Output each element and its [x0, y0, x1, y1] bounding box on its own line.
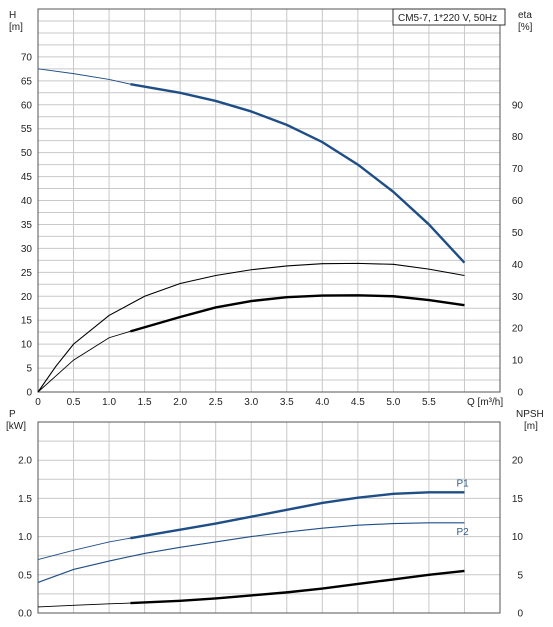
top-right-tick-label: 60 [512, 196, 524, 207]
top-left-tick-label: 0 [26, 388, 32, 399]
top-left-tick-label: 10 [21, 340, 33, 351]
top-x-tick-label: 1.5 [138, 397, 152, 408]
bottom-left-tick-label: 1.0 [18, 532, 32, 543]
bottom-right-axis-unit: [m] [524, 421, 538, 432]
top-x-tick-label: 0.5 [67, 397, 81, 408]
top-right-tick-label: 70 [512, 164, 524, 175]
bottom-right-tick-label: 20 [512, 456, 524, 467]
chart-title-box: CM5-7, 1*220 V, 50Hz [392, 8, 506, 26]
curve-label-p1: P1 [456, 478, 469, 489]
top-left-tick-label: 15 [21, 316, 33, 327]
bottom-left-tick-label: 1.5 [18, 494, 32, 505]
top-left-tick-label: 25 [21, 268, 33, 279]
top-curve-0-thick [130, 82, 466, 264]
top-chart-grid [38, 9, 500, 392]
bottom-chart-curves: P1 P2 [37, 478, 469, 608]
bottom-left-tick-label: 2.0 [18, 456, 32, 467]
bottom-left-axis-label-p: P [9, 409, 16, 420]
top-curve-0-thin [37, 68, 131, 85]
top-left-tick-label: 70 [21, 52, 33, 63]
bottom-left-tick-label: 0.5 [18, 570, 32, 581]
bottom-curve-2-thick [130, 569, 465, 605]
bottom-curve-0-thick [130, 491, 465, 540]
top-right-tick-label: 20 [512, 324, 524, 335]
top-chart-curves [37, 68, 466, 393]
bottom-curve-2-thin [37, 602, 131, 608]
top-left-tick-label: 40 [21, 196, 33, 207]
x-axis-label: Q [m³/h] [467, 397, 503, 408]
bottom-right-tick-label: 0 [517, 609, 523, 620]
top-left-tick-label: 30 [21, 244, 33, 255]
top-left-axis-unit: [m] [9, 22, 23, 33]
top-left-tick-label: 55 [21, 124, 33, 135]
top-curve-2-thin [37, 330, 131, 393]
top-right-tick-label: 80 [512, 132, 524, 143]
top-right-axis-unit: [%] [518, 22, 533, 33]
top-right-tick-label: 10 [512, 356, 524, 367]
top-x-tick-label: 1.0 [102, 397, 116, 408]
bottom-chart-ticks: 0.0 0.5 1.0 1.5 2.0 0 5 10 15 20 [18, 456, 523, 620]
top-x-tick-label: 3.0 [244, 397, 258, 408]
top-left-tick-label: 20 [21, 292, 33, 303]
title-box-frame [392, 8, 506, 26]
curve-label-p2: P2 [456, 527, 469, 538]
top-right-tick-label: 0 [517, 388, 523, 399]
bottom-chart-frame [37, 421, 501, 614]
top-x-tick-label: 0 [35, 397, 41, 408]
top-x-tick-label: 5.0 [386, 397, 400, 408]
top-left-tick-label: 50 [21, 148, 33, 159]
top-chart-ticks: 0 5 10 15 20 25 30 35 40 45 50 55 60 65 70 0 10 20 30 40 50 6… [21, 52, 524, 408]
top-curve-2-thick [130, 294, 465, 333]
top-right-axis-label-eta: eta [518, 10, 532, 21]
bottom-right-axis-label-npsh: NPSH [516, 409, 544, 420]
top-x-tick-label: 4.5 [351, 397, 365, 408]
top-right-tick-label: 90 [512, 100, 524, 111]
bottom-right-tick-label: 5 [517, 570, 523, 581]
top-x-tick-label: 2.5 [209, 397, 223, 408]
bottom-right-tick-label: 10 [512, 532, 524, 543]
top-right-tick-label: 50 [512, 228, 524, 239]
top-left-axis-label-h: H [9, 10, 16, 21]
bottom-curve-1 [37, 522, 465, 583]
chart-title: CM5-7, 1*220 V, 50Hz [398, 13, 497, 24]
top-curve-1 [37, 262, 465, 393]
top-x-tick-label: 5.5 [422, 397, 436, 408]
top-left-tick-label: 45 [21, 172, 33, 183]
bottom-chart-grid [38, 422, 500, 613]
top-x-tick-label: 3.5 [280, 397, 294, 408]
top-left-tick-label: 5 [26, 364, 32, 375]
top-chart-frame [37, 8, 501, 393]
top-x-tick-label: 4.0 [315, 397, 329, 408]
top-right-tick-label: 30 [512, 292, 524, 303]
top-left-tick-label: 60 [21, 100, 33, 111]
bottom-curve-0-thin [37, 537, 131, 560]
bottom-left-axis-unit: [kW] [6, 421, 26, 432]
top-left-tick-label: 35 [21, 220, 33, 231]
bottom-left-tick-label: 0.0 [18, 609, 32, 620]
bottom-right-tick-label: 15 [512, 494, 524, 505]
top-right-tick-label: 40 [512, 260, 524, 271]
top-x-tick-label: 2.0 [173, 397, 187, 408]
top-left-tick-label: 65 [21, 76, 33, 87]
